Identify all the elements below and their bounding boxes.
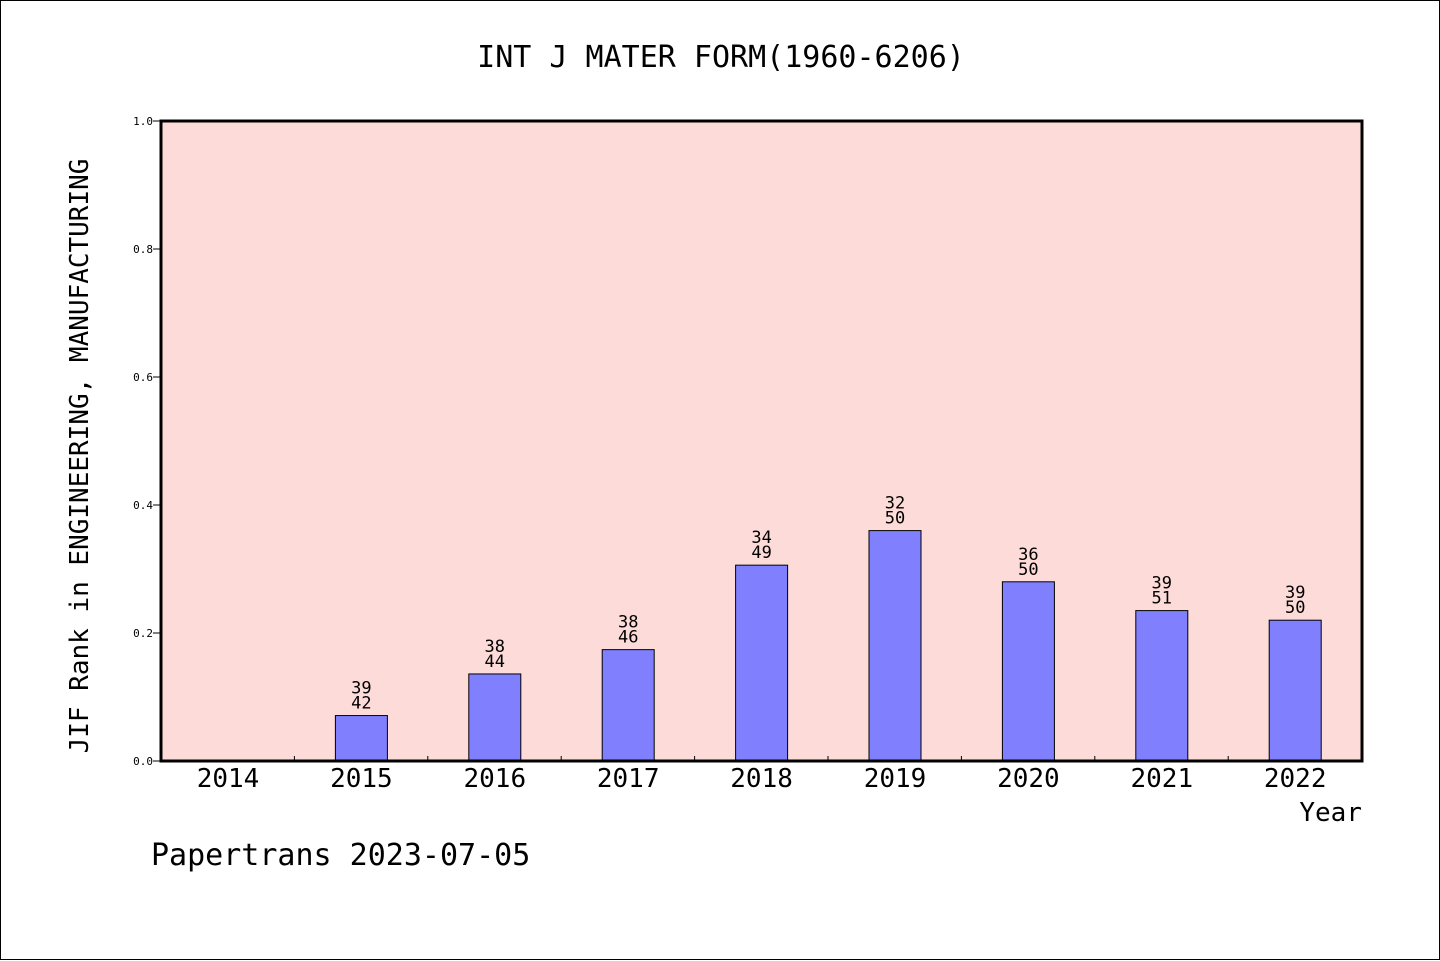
bar-2021	[1135, 610, 1189, 762]
x-tick-label: 2020	[997, 764, 1060, 794]
x-tick-label: 2022	[1264, 764, 1327, 794]
bar-rank-label: 39	[1285, 583, 1305, 603]
x-tick-label: 2016	[463, 764, 526, 794]
y-tick-label: 0.2	[133, 627, 153, 640]
bar-total-label: 51	[1152, 589, 1172, 609]
bar-2015	[334, 715, 388, 762]
bar-rank-label: 32	[885, 494, 905, 514]
bar-2018	[735, 564, 789, 762]
bar-total-label: 50	[1018, 560, 1038, 580]
bar-2017	[601, 649, 655, 762]
x-tick-label: 2021	[1130, 764, 1193, 794]
bar-rank-label: 38	[618, 613, 638, 633]
y-tick-label: 0.4	[133, 499, 153, 512]
chart-title: INT J MATER FORM(1960-6206)	[477, 40, 965, 75]
bar-total-label: 42	[351, 694, 371, 714]
bar-2016	[468, 673, 522, 762]
y-tick-label: 0.0	[133, 755, 153, 768]
bar-rank-label: 34	[751, 528, 771, 548]
plot-border	[159, 119, 1364, 763]
x-tick-label: 2015	[330, 764, 393, 794]
bar-rank-label: 38	[485, 637, 505, 657]
bar-total-label: 49	[751, 543, 771, 563]
y-tick-label: 0.6	[133, 371, 153, 384]
x-tick-label: 2019	[864, 764, 927, 794]
bar-rank-label: 39	[351, 679, 371, 699]
bar-2020	[1001, 581, 1055, 762]
x-tick-label: 2017	[597, 764, 660, 794]
x-tick-label: 2014	[197, 764, 260, 794]
bar-total-label: 50	[1285, 598, 1305, 618]
y-axis-label: JIF Rank in ENGINEERING, MANUFACTURING	[65, 159, 95, 754]
y-tick-label: 0.8	[133, 243, 153, 256]
bar-total-label: 50	[885, 509, 905, 529]
bar-rank-label: 39	[1152, 574, 1172, 594]
y-tick-label: 1.0	[133, 115, 153, 128]
footer-credit: Papertrans 2023-07-05	[151, 838, 530, 873]
bar-2022	[1268, 619, 1322, 762]
bar-total-label: 46	[618, 628, 638, 648]
x-axis-label: Year	[1299, 798, 1362, 828]
bar-total-label: 44	[485, 652, 505, 672]
bar-rank-label: 36	[1018, 545, 1038, 565]
x-tick-label: 2018	[730, 764, 793, 794]
bar-2019	[868, 530, 922, 762]
